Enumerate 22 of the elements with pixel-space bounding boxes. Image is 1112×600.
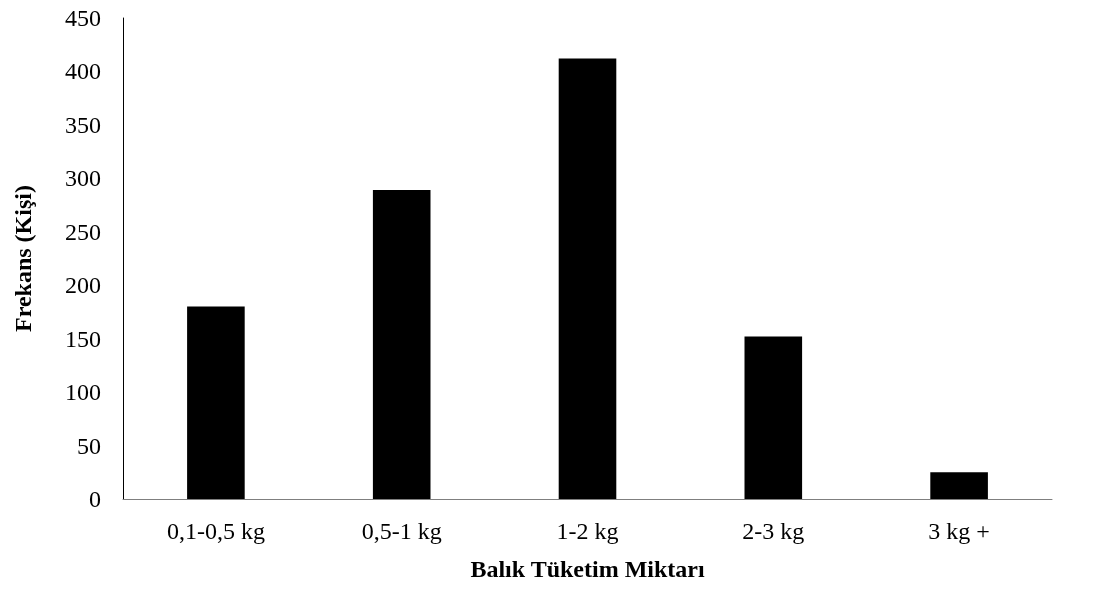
bar [187,306,245,499]
x-tick-label: 2-3 kg [742,518,805,544]
y-tick-label: 450 [65,5,101,31]
y-tick-label: 350 [65,111,101,138]
y-tick-label: 50 [77,432,101,459]
x-tick-label: 0,1-0,5 kg [166,518,265,544]
x-tick-label: 1-2 kg [556,518,619,544]
y-tick-label: 300 [65,165,101,192]
bar [372,190,431,499]
bar [558,58,617,499]
y-tick-label: 150 [65,325,101,352]
x-axis-title: Balık Tüketim Miktarı [470,556,705,582]
bar [744,336,803,499]
x-tick-label: 0,5-1 kg [361,518,442,544]
x-tick-label: 3 kg + [928,518,990,544]
bar [930,472,988,499]
y-tick-label: 0 [89,486,101,512]
y-tick-label: 200 [65,272,101,299]
y-tick-label: 250 [65,218,101,245]
y-tick-label: 100 [65,379,101,406]
y-axis-title: Frekans (Kişi) [10,185,36,332]
y-tick-label: 400 [65,58,101,85]
